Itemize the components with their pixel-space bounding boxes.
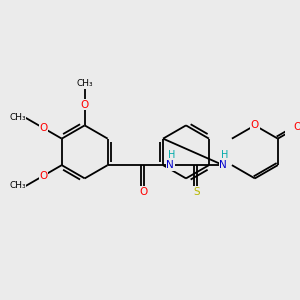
Text: CH₃: CH₃	[76, 79, 93, 88]
Text: O: O	[251, 120, 259, 130]
Text: O: O	[140, 187, 148, 197]
Text: O: O	[40, 123, 48, 133]
Text: O: O	[81, 100, 89, 110]
Text: N: N	[219, 160, 227, 170]
Text: H: H	[168, 150, 176, 160]
Text: CH₃: CH₃	[9, 113, 26, 122]
Text: CH₃: CH₃	[9, 182, 26, 190]
Text: O: O	[40, 171, 48, 181]
Text: N: N	[166, 160, 174, 170]
Text: H: H	[221, 150, 229, 160]
Text: S: S	[193, 187, 200, 197]
Text: O: O	[293, 122, 300, 132]
